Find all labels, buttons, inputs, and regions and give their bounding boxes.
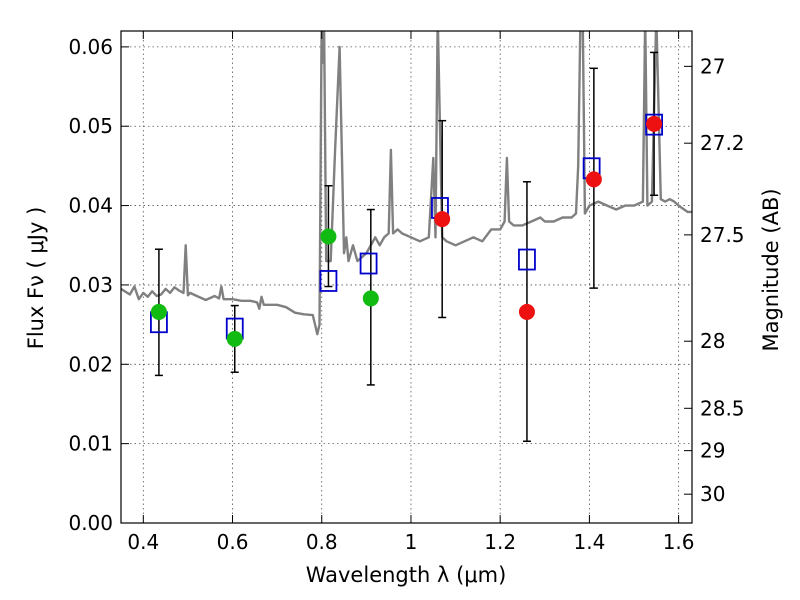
observed-green-point bbox=[226, 330, 243, 347]
x-tick-label: 1.4 bbox=[573, 530, 605, 554]
x-tick-labels: 0.4 0.6 0.8 1 1.2 1.4 1.6 bbox=[127, 530, 694, 554]
observed-green-point bbox=[320, 228, 337, 245]
right-tick-label: 29 bbox=[700, 439, 725, 463]
right-tick-label: 28.5 bbox=[700, 396, 745, 420]
model-photometry-square bbox=[518, 248, 536, 271]
x-tick-label: 1 bbox=[405, 530, 418, 554]
y-tick-label: 0.02 bbox=[68, 352, 113, 376]
axis-ticks bbox=[121, 31, 692, 524]
y-tick-label: 0.00 bbox=[68, 511, 113, 535]
model-photometry-square bbox=[319, 270, 338, 292]
y-tick-label: 0.01 bbox=[68, 432, 113, 456]
right-tick-label: 28 bbox=[700, 329, 725, 353]
observed-red-point bbox=[434, 211, 451, 228]
y-axis-title-left: Flux Fν ( μJy ) bbox=[24, 207, 48, 350]
model-spectrum-line bbox=[121, 31, 692, 336]
observed-green-point bbox=[362, 290, 379, 307]
right-tick-label: 30 bbox=[700, 482, 725, 506]
markers bbox=[150, 113, 663, 347]
observed-green-point bbox=[150, 303, 167, 320]
y-tick-labels: 0.00 0.01 0.02 0.03 0.04 0.05 0.06 bbox=[68, 35, 113, 535]
observed-red-point bbox=[585, 171, 602, 188]
right-tick-label: 27.5 bbox=[700, 223, 745, 247]
observed-red-point bbox=[518, 303, 535, 320]
y-tick-label: 0.04 bbox=[68, 194, 113, 218]
x-axis-title: Wavelength λ (μm) bbox=[306, 563, 507, 587]
y-tick-label: 0.05 bbox=[68, 114, 113, 138]
plot-area bbox=[121, 31, 692, 336]
plot-frame bbox=[120, 30, 693, 524]
model-photometry-square bbox=[359, 252, 378, 275]
right-tick-labels: 27 27.2 27.5 28 28.5 29 30 bbox=[700, 54, 745, 506]
grid-lines bbox=[121, 31, 692, 524]
right-tick-label: 27.2 bbox=[700, 131, 745, 155]
right-tick-label: 27 bbox=[700, 54, 725, 78]
observed-red-point bbox=[646, 115, 663, 132]
x-tick-label: 0.8 bbox=[306, 530, 338, 554]
y-axis-title-right: Magnitude (AB) bbox=[759, 188, 783, 351]
x-tick-label: 0.4 bbox=[127, 530, 159, 554]
y-tick-label: 0.06 bbox=[68, 35, 113, 59]
model-photometry-square bbox=[645, 113, 663, 136]
x-tick-label: 1.6 bbox=[663, 530, 695, 554]
x-tick-label: 0.6 bbox=[217, 530, 249, 554]
x-tick-label: 1.2 bbox=[484, 530, 516, 554]
y-tick-label: 0.03 bbox=[68, 273, 113, 297]
